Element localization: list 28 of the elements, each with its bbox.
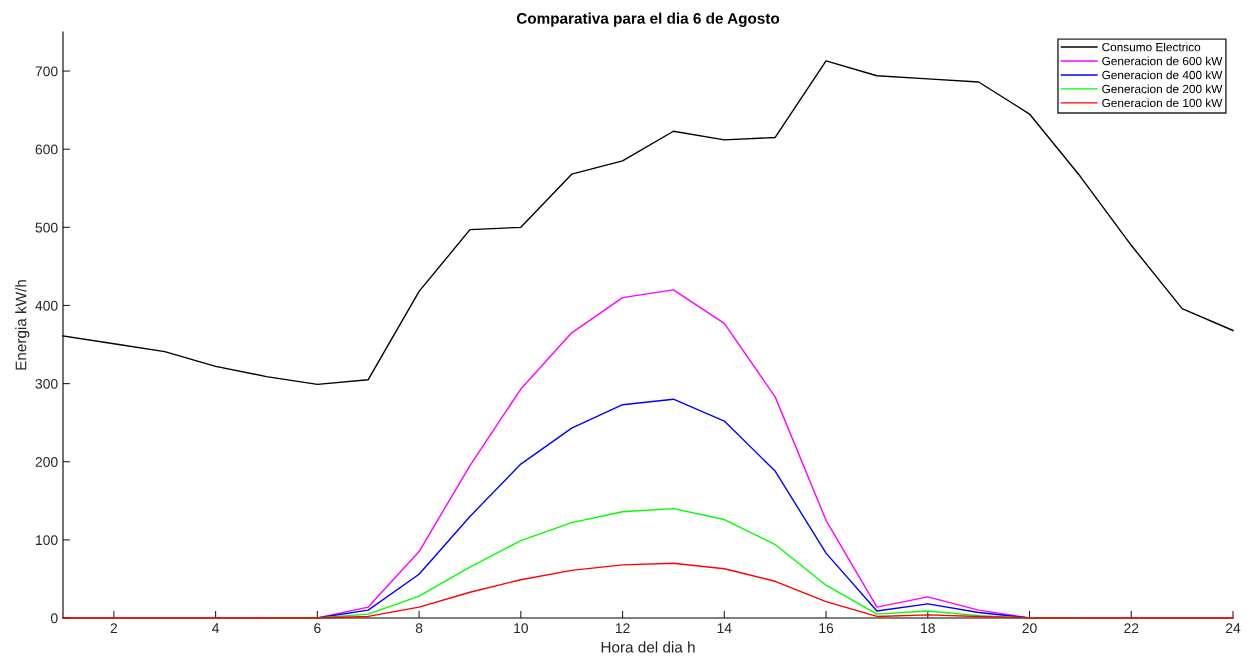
x-tick-label: 22 bbox=[1124, 623, 1139, 633]
y-tick-label: 600 bbox=[35, 144, 58, 155]
y-axis-title: Energia kW/h bbox=[15, 280, 30, 370]
x-axis-title: Hora del dia h bbox=[601, 641, 695, 653]
x-tick-label: 18 bbox=[921, 623, 935, 634]
y-tick-label: 700 bbox=[35, 66, 58, 77]
x-tick-label: 8 bbox=[415, 623, 423, 634]
x-tick-label: 20 bbox=[1022, 623, 1037, 634]
x-tick-label: 12 bbox=[615, 623, 630, 633]
legend-label: Consumo Electrico bbox=[1102, 42, 1201, 52]
chart-title: Comparativa para el dia 6 de Agosto bbox=[516, 12, 780, 27]
legend-label: Generacion de 200 kW bbox=[1102, 84, 1223, 94]
legend-label: Generacion de 400 kW bbox=[1102, 70, 1223, 80]
x-tick-label: 10 bbox=[514, 623, 529, 634]
y-tick-label: 0 bbox=[50, 613, 58, 624]
x-tick-label: 2 bbox=[110, 623, 118, 633]
y-tick-label: 400 bbox=[35, 300, 58, 311]
y-tick-label: 100 bbox=[36, 535, 58, 546]
y-tick-label: 500 bbox=[35, 222, 58, 233]
x-tick-label: 24 bbox=[1225, 623, 1241, 633]
y-tick-label: 300 bbox=[35, 378, 58, 389]
x-tick-label: 6 bbox=[314, 623, 321, 634]
x-tick-label: 14 bbox=[717, 623, 732, 633]
x-tick-label: 16 bbox=[819, 623, 834, 634]
y-tick-label: 200 bbox=[35, 457, 58, 467]
legend-label: Generacion de 600 kW bbox=[1102, 56, 1223, 66]
x-tick-label: 4 bbox=[212, 623, 220, 633]
legend-label: Generacion de 100 kW bbox=[1102, 98, 1223, 108]
